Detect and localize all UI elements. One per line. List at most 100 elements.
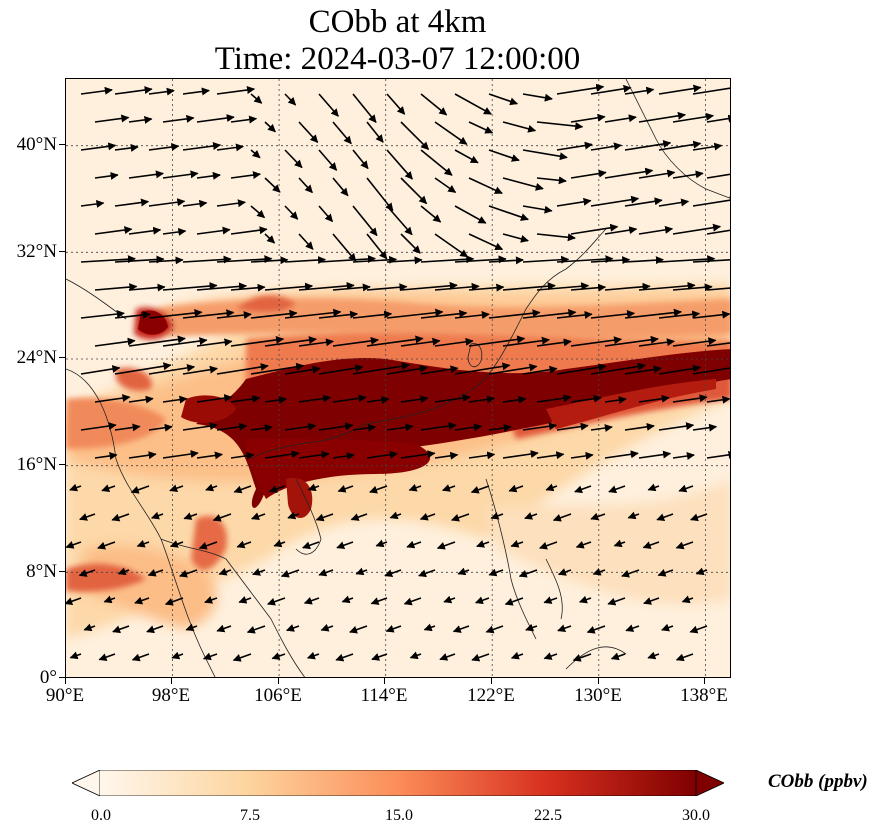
wind-vector bbox=[658, 310, 701, 319]
x-tick-label: 106°E bbox=[254, 685, 302, 706]
y-tick-mark bbox=[59, 144, 65, 145]
wind-vector bbox=[420, 365, 459, 375]
wind-vector bbox=[590, 256, 631, 265]
wind-vector bbox=[468, 451, 496, 460]
wind-vector bbox=[386, 364, 428, 375]
wind-vector bbox=[216, 143, 244, 152]
wind-vector bbox=[114, 86, 153, 95]
wind-vector bbox=[545, 483, 558, 492]
y-tick-label: 16°N bbox=[16, 454, 57, 475]
wind-vector bbox=[366, 395, 390, 404]
wind-vector bbox=[454, 423, 483, 432]
wind-vector bbox=[572, 653, 592, 662]
wind-vector bbox=[695, 567, 708, 576]
wind-vector bbox=[570, 113, 606, 123]
x-tick-mark bbox=[171, 678, 172, 684]
wind-vector bbox=[522, 422, 558, 431]
wind-vector bbox=[205, 483, 218, 492]
wind-vector bbox=[454, 149, 479, 164]
wind-vector bbox=[162, 227, 187, 236]
wind-vector bbox=[434, 394, 471, 403]
wind-vector bbox=[672, 452, 695, 460]
wind-vector bbox=[216, 422, 248, 431]
wind-vector bbox=[366, 283, 408, 292]
map-title-line2: Time: 2024-03-07 12:00:00 bbox=[214, 41, 581, 77]
wind-vector bbox=[590, 310, 636, 319]
wind-vector bbox=[434, 233, 469, 258]
y-tick-mark bbox=[59, 464, 65, 465]
wind-vector bbox=[400, 395, 429, 404]
wind-vector bbox=[349, 625, 368, 634]
wind-vector bbox=[366, 450, 398, 459]
wind-vector bbox=[148, 309, 203, 319]
wind-vector bbox=[692, 310, 730, 319]
wind-vector bbox=[136, 539, 150, 548]
wind-vector bbox=[692, 87, 730, 95]
wind-vector bbox=[183, 512, 198, 520]
wind-vector bbox=[80, 422, 117, 431]
wind-vector bbox=[66, 541, 82, 549]
wind-vector bbox=[182, 309, 235, 319]
colorbar bbox=[72, 770, 724, 796]
y-tick-label: 24°N bbox=[16, 347, 57, 368]
wind-vector bbox=[250, 309, 298, 319]
wind-vector bbox=[468, 283, 505, 292]
wind-vector bbox=[114, 198, 150, 207]
wind-vector bbox=[232, 653, 252, 662]
y-tick-label: 8°N bbox=[26, 561, 57, 582]
wind-vector bbox=[488, 93, 519, 106]
wind-vector bbox=[318, 310, 359, 319]
wind-vector bbox=[536, 121, 584, 131]
wind-vector bbox=[375, 539, 388, 548]
wind-vector bbox=[570, 336, 623, 347]
wind-vector bbox=[146, 625, 164, 634]
wind-vector bbox=[284, 149, 303, 169]
wind-vector bbox=[418, 569, 436, 578]
wind-vector bbox=[420, 255, 475, 264]
wind-vector bbox=[80, 310, 125, 319]
wind-vector bbox=[147, 568, 164, 577]
wind-vector bbox=[536, 176, 567, 185]
wind-vector bbox=[672, 112, 715, 123]
wind-vector bbox=[366, 233, 388, 260]
wind-vector bbox=[79, 513, 96, 521]
wind-vector bbox=[273, 539, 286, 548]
wind-vector bbox=[94, 283, 138, 292]
wind-vector bbox=[488, 149, 520, 162]
wind-vector bbox=[182, 87, 210, 96]
wind-vector bbox=[522, 93, 553, 102]
wind-vector bbox=[101, 484, 116, 492]
wind-vector bbox=[370, 597, 388, 605]
wind-vector bbox=[625, 624, 640, 632]
wind-vector bbox=[681, 595, 694, 604]
wind-vector bbox=[94, 114, 130, 123]
wind-vector bbox=[400, 121, 430, 151]
x-tick-mark bbox=[704, 678, 705, 684]
wind-vector bbox=[657, 569, 674, 577]
wind-vector bbox=[94, 226, 133, 235]
wind-vector bbox=[128, 451, 157, 460]
wind-vector bbox=[298, 121, 319, 143]
wind-vector bbox=[604, 226, 638, 235]
wind-vector bbox=[318, 93, 339, 117]
wind-vector bbox=[658, 140, 702, 151]
wind-vector bbox=[80, 365, 121, 375]
wind-vector bbox=[610, 652, 626, 661]
wind-vector bbox=[128, 226, 162, 235]
wind-vector bbox=[185, 623, 198, 632]
wind-vector bbox=[474, 596, 490, 605]
wind-vector bbox=[337, 485, 354, 493]
wind-vector bbox=[692, 142, 723, 151]
wind-vector bbox=[318, 422, 354, 431]
wind-vector bbox=[264, 177, 281, 193]
wind-vector bbox=[434, 337, 474, 347]
wind-vector bbox=[182, 255, 232, 264]
wind-vector bbox=[162, 170, 199, 179]
wind-vector bbox=[371, 653, 388, 661]
wind-vector bbox=[298, 450, 330, 459]
wind-vector bbox=[114, 143, 139, 152]
y-tick-mark bbox=[59, 571, 65, 572]
wind-vector bbox=[604, 396, 627, 404]
wind-vector bbox=[406, 540, 422, 549]
wind-vector bbox=[352, 93, 377, 123]
